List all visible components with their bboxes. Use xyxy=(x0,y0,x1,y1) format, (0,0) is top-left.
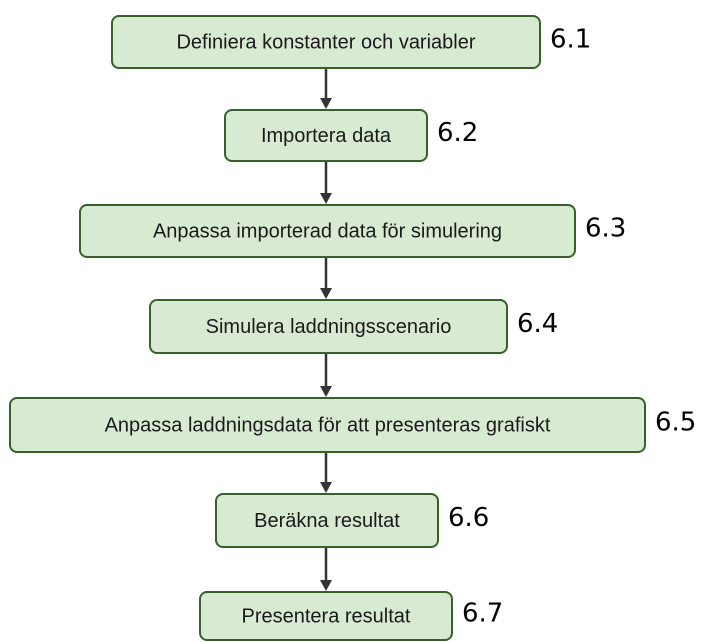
arrow-head xyxy=(320,98,332,109)
arrow-head xyxy=(320,482,332,493)
section-number: 6.4 xyxy=(517,309,558,339)
process-label: Beräkna resultat xyxy=(254,510,400,532)
process-box xyxy=(199,591,453,641)
arrow-head xyxy=(320,580,332,591)
process-label: Presentera resultat xyxy=(242,605,411,627)
arrow-head xyxy=(320,386,332,397)
process-box xyxy=(79,204,576,258)
section-number: 6.1 xyxy=(550,25,591,55)
process-label: Anpassa importerad data för simulering xyxy=(153,220,502,242)
process-box xyxy=(9,397,646,453)
arrow-head xyxy=(320,193,332,204)
process-label: Importera data xyxy=(261,125,392,147)
process-box xyxy=(149,299,508,354)
process-box xyxy=(224,109,428,162)
section-number: 6.2 xyxy=(437,118,478,148)
process-label: Simulera laddningsscenario xyxy=(206,316,452,338)
process-box xyxy=(215,493,439,548)
process-label: Definiera konstanter och variabler xyxy=(176,31,475,53)
section-number: 6.3 xyxy=(585,214,626,244)
section-number: 6.7 xyxy=(462,599,503,629)
process-box xyxy=(111,15,541,69)
section-number: 6.5 xyxy=(655,408,696,438)
arrow-head xyxy=(320,288,332,299)
section-number: 6.6 xyxy=(448,503,489,533)
process-label: Anpassa laddningsdata för att presentera… xyxy=(105,414,551,436)
